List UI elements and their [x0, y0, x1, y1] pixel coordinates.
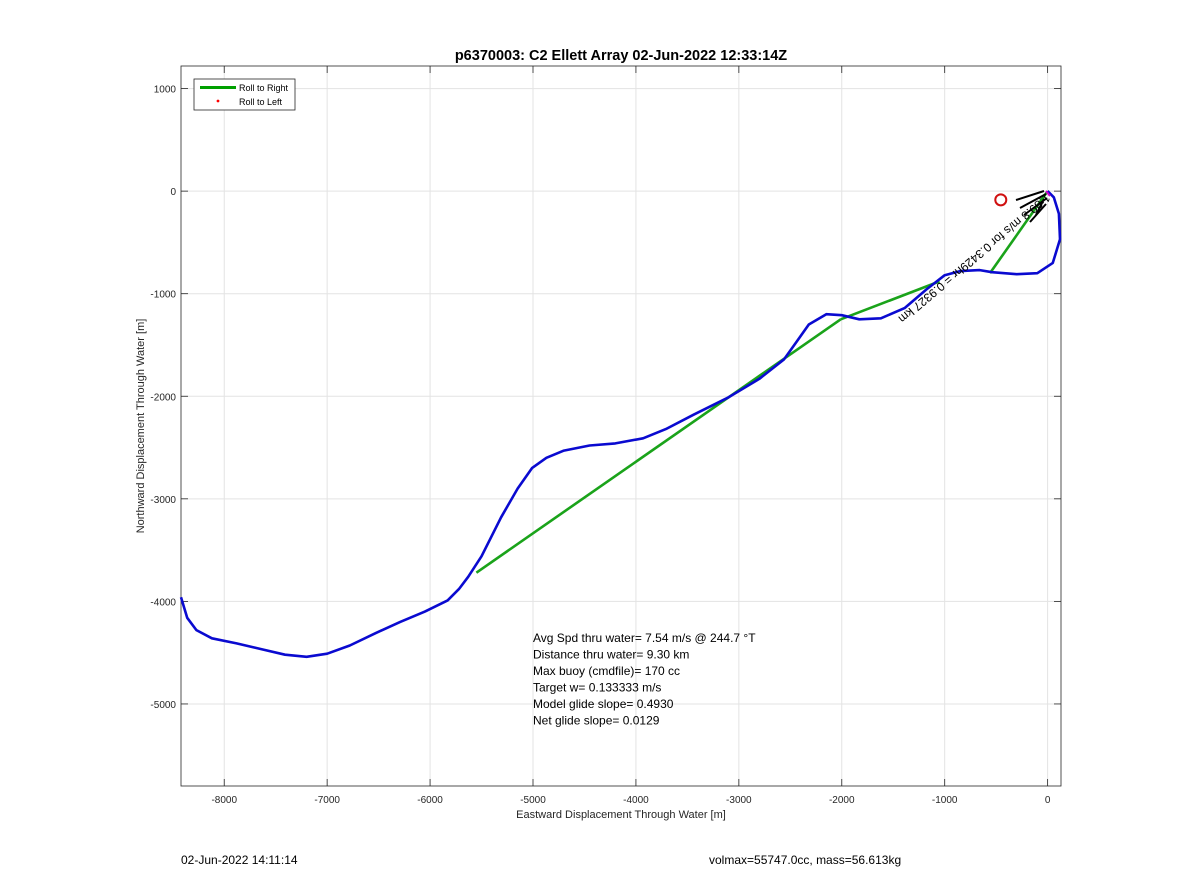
y-tick-label: -3000 [150, 495, 176, 506]
series-layer [179, 190, 1062, 659]
stats-annotation: Avg Spd thru water= 7.54 m/s @ 244.7 °T D… [533, 631, 756, 728]
x-tick-label: -4000 [623, 795, 649, 806]
x-tick-label: -8000 [211, 795, 237, 806]
x-tick-label: -3000 [726, 795, 752, 806]
x-tick-label: -5000 [520, 795, 546, 806]
chart-title: p6370003: C2 Ellett Array 02-Jun-2022 12… [455, 48, 787, 64]
stats-line: Distance thru water= 9.30 km [533, 648, 689, 662]
x-tick-label: -2000 [829, 795, 855, 806]
legend: Roll to Right Roll to Left [193, 78, 296, 111]
y-tick-label: -5000 [150, 700, 176, 711]
y-axis-label: Northward Displacement Through Water [m] [135, 319, 147, 534]
stats-line: Model glide slope= 0.4930 [533, 697, 674, 711]
segment-label: 1:89.8 m/s for 0.3429hr = 0.9327 km [896, 191, 1053, 326]
y-axis: 1000 0 -1000 -2000 -3000 -4000 -5000 [150, 85, 1061, 711]
y-tick-label: 0 [170, 187, 176, 198]
x-axis-label: Eastward Displacement Through Water [m] [516, 809, 726, 821]
stats-line: Target w= 0.133333 m/s [533, 681, 661, 695]
y-tick-label: -4000 [150, 597, 176, 608]
grid-lines [181, 66, 1061, 786]
stats-line: Net glide slope= 0.0129 [533, 714, 660, 728]
x-tick-label: -1000 [932, 795, 958, 806]
x-tick-label: -7000 [314, 795, 340, 806]
track-line [179, 190, 1062, 659]
marker-layer [994, 193, 1008, 207]
legend-label-roll-right: Roll to Right [239, 83, 289, 93]
x-axis: -8000 -7000 -6000 -5000 -4000 -3000 -2000 -1000… [211, 66, 1051, 806]
x-tick-label: -6000 [417, 795, 443, 806]
y-tick-label: -2000 [150, 392, 176, 403]
roll-right-segment [840, 280, 941, 321]
end-point-marker [994, 193, 1008, 207]
plot-area [180, 65, 1062, 787]
x-tick-label: 0 [1045, 795, 1051, 806]
y-tick-label: 1000 [154, 85, 177, 96]
stats-line: Max buoy (cmdfile)= 170 cc [533, 664, 680, 678]
stats-line: Avg Spd thru water= 7.54 m/s @ 244.7 °T [533, 631, 756, 645]
legend-swatch-roll-left [216, 99, 220, 103]
y-tick-label: -1000 [150, 290, 176, 301]
footer-vessel-info: volmax=55747.0cc, mass=56.613kg [709, 853, 902, 867]
glider-heading-marks [1015, 190, 1051, 223]
footer-timestamp: 02-Jun-2022 14:11:14 [181, 853, 298, 867]
legend-label-roll-left: Roll to Left [239, 97, 283, 107]
